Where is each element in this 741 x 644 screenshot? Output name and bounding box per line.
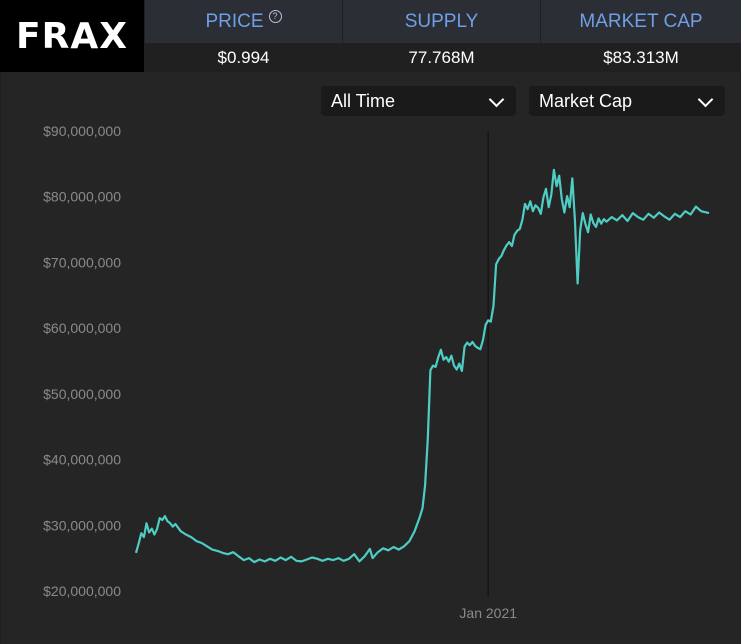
- stat-price-label: PRICE ?: [145, 0, 342, 43]
- y-axis-ticks: $20,000,000 $30,000,000 $40,000,000 $50,000…: [43, 123, 121, 599]
- y-tick-label: $80,000,000: [43, 189, 121, 205]
- y-tick-label: $60,000,000: [43, 320, 121, 336]
- stat-supply-value: 77.768M: [343, 44, 540, 72]
- stat-market-cap: MARKET CAP $83.313M: [541, 0, 741, 72]
- stat-supply-label: SUPPLY: [343, 0, 540, 43]
- stat-market-cap-value: $83.313M: [541, 44, 741, 72]
- frax-logo: FRAX: [0, 0, 144, 72]
- metric-dropdown[interactable]: Market Cap: [529, 86, 725, 116]
- y-tick-label: $50,000,000: [43, 386, 121, 402]
- header: FRAX PRICE ? $0.994 SUPPLY 77.768M MARKE…: [0, 0, 741, 72]
- time-range-dropdown[interactable]: All Time: [321, 86, 516, 116]
- y-tick-label: $20,000,000: [43, 583, 121, 599]
- chevron-down-icon: [697, 91, 714, 108]
- metric-value: Market Cap: [539, 90, 633, 111]
- stat-market-cap-label: MARKET CAP: [541, 0, 741, 43]
- stat-price-value: $0.994: [145, 44, 342, 72]
- chevron-down-icon: [488, 91, 505, 108]
- market-cap-line: [134, 168, 710, 564]
- help-icon[interactable]: ?: [268, 10, 282, 23]
- price-label-text: PRICE: [205, 10, 264, 32]
- x-axis: Jan 2021: [459, 131, 517, 621]
- stat-price: PRICE ? $0.994: [145, 0, 342, 72]
- chart-panel: $20,000,000 $30,000,000 $40,000,000 $50,000…: [1, 72, 740, 644]
- market-cap-chart: $20,000,000 $30,000,000 $40,000,000 $50,000…: [43, 123, 710, 621]
- y-tick-label: $90,000,000: [43, 123, 121, 139]
- y-tick-label: $30,000,000: [43, 517, 121, 533]
- y-tick-label: $40,000,000: [43, 452, 121, 468]
- stat-supply: SUPPLY 77.768M: [343, 0, 540, 72]
- x-tick-label: Jan 2021: [459, 605, 517, 621]
- time-range-value: All Time: [331, 90, 396, 111]
- y-tick-label: $70,000,000: [43, 254, 121, 270]
